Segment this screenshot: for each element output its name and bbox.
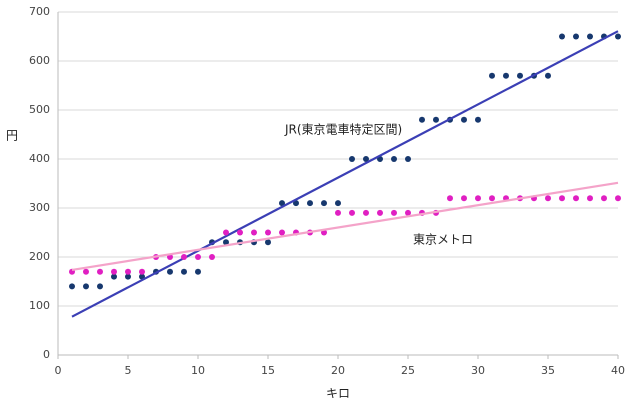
y-tick-label: 700 [29, 5, 50, 18]
point [461, 116, 467, 123]
point [405, 156, 411, 162]
point [335, 209, 341, 216]
point [489, 195, 495, 202]
y-tick-label: 300 [29, 201, 50, 214]
point [223, 239, 229, 246]
y-axis-label: 円 [6, 129, 18, 143]
point [335, 200, 341, 207]
point [181, 268, 187, 275]
point [293, 200, 299, 207]
point [349, 209, 355, 216]
point [181, 254, 187, 260]
y-tick-label: 400 [29, 152, 50, 165]
point [615, 33, 621, 40]
point [573, 195, 579, 202]
point [279, 200, 285, 207]
point [69, 283, 75, 290]
x-tick-label: 30 [471, 364, 485, 377]
point [559, 195, 565, 202]
point [125, 268, 131, 275]
point [237, 229, 243, 236]
point [195, 254, 201, 260]
point [517, 72, 523, 79]
point [279, 229, 285, 236]
point [83, 283, 89, 290]
point [545, 195, 551, 202]
trendline [71, 30, 619, 318]
point [97, 283, 103, 290]
point [587, 33, 593, 40]
point [391, 209, 397, 216]
series-label: 東京メトロ [413, 233, 473, 247]
point [111, 273, 117, 280]
trendline [71, 181, 619, 271]
point [307, 200, 313, 207]
point [265, 229, 271, 236]
point [601, 195, 607, 202]
y-tick-label: 0 [43, 348, 50, 361]
point [265, 239, 271, 246]
point [433, 116, 439, 123]
y-tick-label: 500 [29, 103, 50, 116]
x-tick-label: 40 [611, 364, 625, 377]
point [251, 229, 257, 236]
point [419, 116, 425, 123]
point [405, 209, 411, 216]
x-tick-label: 10 [191, 364, 205, 377]
point [97, 268, 103, 275]
y-tick-label: 100 [29, 299, 50, 312]
point [461, 195, 467, 202]
point [391, 156, 397, 162]
point [321, 200, 327, 207]
point [545, 72, 551, 79]
point [587, 195, 593, 202]
point [615, 195, 621, 202]
point [125, 273, 131, 280]
x-tick-label: 15 [261, 364, 275, 377]
x-axis-label: キロ [326, 387, 350, 401]
point [363, 209, 369, 216]
x-tick-label: 20 [331, 364, 345, 377]
point [503, 72, 509, 79]
point [475, 195, 481, 202]
point [83, 268, 89, 275]
point [139, 268, 145, 275]
x-tick-label: 0 [55, 364, 62, 377]
x-tick-label: 5 [125, 364, 132, 377]
point [377, 209, 383, 216]
point [195, 268, 201, 275]
point [363, 156, 369, 162]
point [167, 268, 173, 275]
point [489, 72, 495, 79]
x-tick-label: 35 [541, 364, 555, 377]
y-tick-label: 200 [29, 250, 50, 263]
point [111, 268, 117, 275]
x-tick-label: 25 [401, 364, 415, 377]
point [223, 229, 229, 236]
point [559, 33, 565, 40]
y-tick-label: 600 [29, 54, 50, 67]
point [349, 156, 355, 162]
point [209, 254, 215, 260]
series-label: JR(東京電車特定区間) [284, 122, 402, 137]
point [573, 33, 579, 40]
point [447, 195, 453, 202]
point [475, 116, 481, 123]
